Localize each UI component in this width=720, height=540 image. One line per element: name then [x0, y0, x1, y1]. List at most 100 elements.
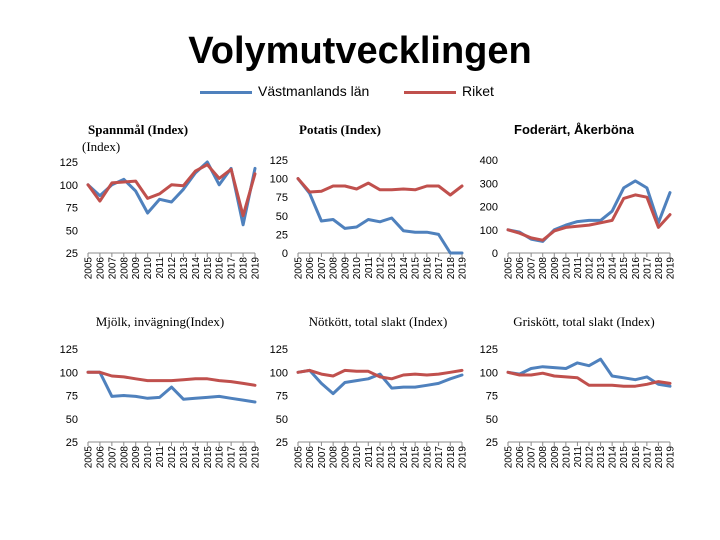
y-tick-label: 25 [66, 437, 78, 449]
x-tick-label: 2009 [131, 446, 142, 469]
x-tick-label: 2005 [84, 257, 95, 280]
x-tick-label: 2016 [631, 446, 642, 469]
x-tick-label: 2006 [515, 257, 526, 280]
x-tick-label: 2015 [619, 257, 630, 280]
x-tick-label: 2013 [179, 257, 190, 280]
x-tick-label: 2017 [434, 446, 445, 469]
y-tick-label: 125 [270, 344, 288, 356]
x-tick-label: 2006 [305, 446, 316, 469]
x-tick-label: 2017 [642, 446, 653, 469]
y-tick-label: 50 [66, 225, 78, 237]
legend-line-riket [404, 91, 456, 94]
x-tick-label: 2010 [143, 257, 154, 280]
series-line-riket [296, 177, 464, 197]
x-tick-label: 2013 [387, 257, 398, 280]
x-tick-label: 2016 [215, 257, 226, 280]
y-tick-label: 25 [276, 437, 288, 449]
x-tick-label: 2013 [387, 446, 398, 469]
y-tick-label: 50 [486, 414, 498, 426]
x-tick-label: 2017 [434, 257, 445, 280]
y-tick-label: 75 [66, 203, 78, 215]
x-tick-label: 2014 [191, 446, 202, 469]
x-tick-label: 2007 [527, 257, 538, 280]
x-tick-label: 2019 [251, 446, 262, 469]
x-tick-label: 2005 [294, 446, 305, 469]
x-tick-label: 2019 [458, 257, 469, 280]
legend-label-riket: Riket [462, 83, 494, 99]
y-tick-label: 75 [276, 192, 288, 204]
x-tick-label: 2018 [654, 257, 665, 280]
x-tick-label: 2008 [329, 446, 340, 469]
chart-title: Spannmål (Index) [88, 122, 188, 137]
y-tick-label: 0 [282, 248, 288, 260]
x-tick-label: 2016 [422, 446, 433, 469]
x-tick-label: 2006 [305, 257, 316, 280]
chart-title: Mjölk, invägning(Index) [96, 314, 225, 329]
x-tick-label: 2008 [538, 446, 549, 469]
x-tick-label: 2008 [538, 257, 549, 280]
x-tick-label: 2010 [352, 446, 363, 469]
x-tick-label: 2013 [596, 446, 607, 469]
series-line-vastmanland [296, 368, 464, 396]
series-line-vastmanland [506, 357, 672, 388]
x-tick-label: 2007 [317, 257, 328, 280]
y-tick-label: 75 [486, 391, 498, 403]
x-tick-label: 2010 [561, 257, 572, 280]
x-tick-label: 2006 [95, 446, 106, 469]
x-tick-label: 2016 [631, 257, 642, 280]
x-tick-label: 2009 [550, 446, 561, 469]
x-tick-label: 2009 [340, 257, 351, 280]
x-tick-label: 2015 [411, 257, 422, 280]
x-tick-label: 2012 [376, 446, 387, 469]
x-tick-label: 2018 [239, 257, 250, 280]
x-tick-label: 2014 [399, 446, 410, 469]
x-tick-label: 2007 [107, 446, 118, 469]
chart-title: Potatis (Index) [299, 122, 381, 137]
x-tick-label: 2016 [422, 257, 433, 280]
x-tick-label: 2005 [504, 257, 515, 280]
x-tick-label: 2012 [167, 446, 178, 469]
x-tick-label: 2012 [376, 257, 387, 280]
y-tick-label: 100 [60, 180, 78, 192]
y-tick-label: 125 [60, 344, 78, 356]
x-tick-label: 2007 [527, 446, 538, 469]
x-tick-label: 2015 [203, 446, 214, 469]
y-tick-label: 100 [270, 174, 288, 186]
y-tick-label: 100 [270, 367, 288, 379]
series-line-vastmanland [296, 177, 464, 255]
series-line-vastmanland [86, 370, 257, 404]
x-tick-label: 2011 [573, 257, 584, 279]
x-tick-label: 2017 [227, 446, 238, 469]
x-tick-label: 2015 [203, 257, 214, 280]
x-tick-label: 2014 [399, 257, 410, 280]
chart-title: Griskött, total slakt (Index) [513, 314, 655, 329]
x-tick-label: 2007 [317, 446, 328, 469]
x-tick-label: 2019 [251, 257, 262, 280]
y-tick-label: 200 [480, 202, 498, 214]
x-tick-label: 2011 [573, 446, 584, 468]
x-tick-label: 2008 [329, 257, 340, 280]
x-tick-label: 2013 [179, 446, 190, 469]
y-tick-label: 100 [480, 225, 498, 237]
x-tick-label: 2009 [131, 257, 142, 280]
x-tick-label: 2005 [84, 446, 95, 469]
x-tick-label: 2012 [167, 257, 178, 280]
x-tick-label: 2005 [294, 257, 305, 280]
x-tick-label: 2011 [364, 257, 375, 279]
y-tick-label: 300 [480, 178, 498, 190]
y-tick-label: 75 [276, 391, 288, 403]
x-tick-label: 2008 [119, 257, 130, 280]
y-tick-label: 125 [60, 157, 78, 169]
x-tick-label: 2016 [215, 446, 226, 469]
x-tick-label: 2018 [654, 446, 665, 469]
x-tick-label: 2019 [666, 257, 677, 280]
x-tick-label: 2013 [596, 257, 607, 280]
x-tick-label: 2011 [364, 446, 375, 468]
y-tick-label: 25 [276, 229, 288, 241]
y-tick-label: 50 [66, 414, 78, 426]
page-title: Volymutvecklingen [188, 30, 532, 72]
x-tick-label: 2009 [550, 257, 561, 280]
x-tick-label: 2012 [585, 446, 596, 469]
y-tick-label: 25 [66, 248, 78, 260]
